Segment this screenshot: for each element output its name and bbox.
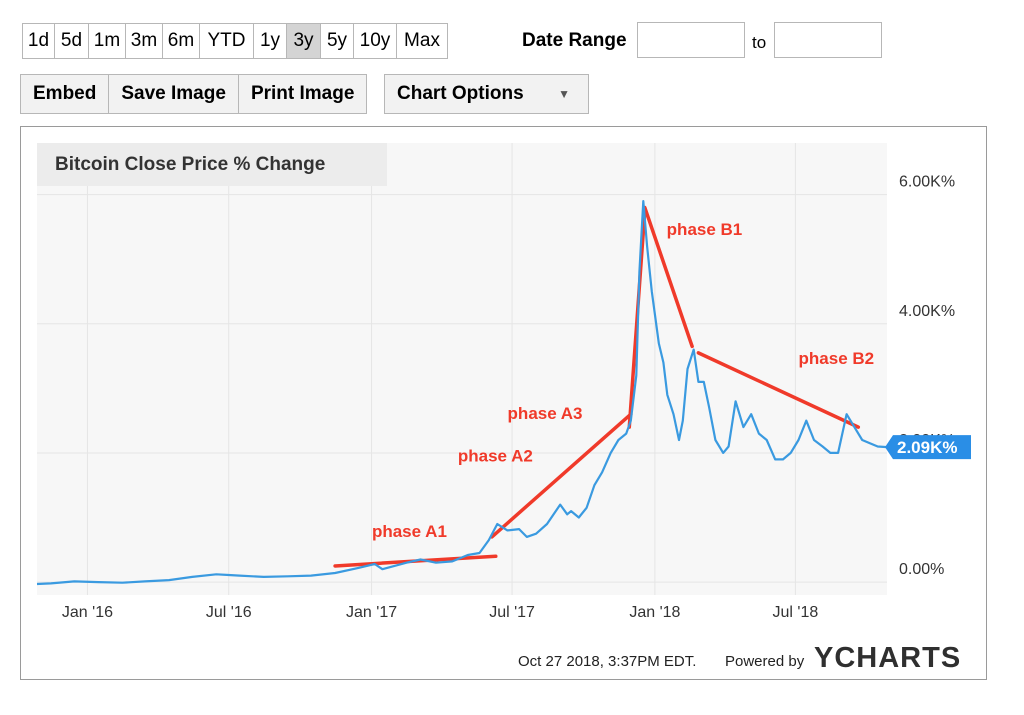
chart-svg: Bitcoin Close Price % Change phase A1 pha… — [36, 143, 971, 674]
range-button-6m[interactable]: 6m — [162, 23, 200, 59]
y-tick-label: 6.00K% — [899, 174, 955, 191]
footer-powered-by: Powered by — [725, 653, 805, 670]
save-image-button[interactable]: Save Image — [108, 74, 239, 114]
range-button-ytd[interactable]: YTD — [199, 23, 254, 59]
range-button-3y[interactable]: 3y — [286, 23, 321, 59]
print-image-button[interactable]: Print Image — [237, 74, 368, 114]
chart-container: Bitcoin Close Price % Change phase A1 pha… — [20, 126, 987, 680]
chevron-down-icon: ▼ — [558, 87, 570, 101]
range-button-1m[interactable]: 1m — [88, 23, 126, 59]
range-button-10y[interactable]: 10y — [353, 23, 397, 59]
plot-background — [37, 143, 887, 595]
x-tick-label: Jan '16 — [62, 604, 113, 621]
last-value-label: 2.09K% — [897, 438, 957, 457]
annotation-line — [643, 205, 694, 349]
x-tick-label: Jul '17 — [489, 604, 535, 621]
range-button-1d[interactable]: 1d — [22, 23, 55, 59]
last-value-badge: 2.09K% — [885, 435, 971, 460]
annotation-label: phase A3 — [508, 404, 583, 423]
y-tick-label: 4.00K% — [899, 303, 955, 320]
embed-label: Embed — [33, 83, 97, 104]
range-button-5d[interactable]: 5d — [54, 23, 89, 59]
annotation-line — [696, 351, 861, 429]
chart-title: Bitcoin Close Price % Change — [55, 154, 325, 175]
annotation-line — [490, 412, 633, 539]
range-selector: 1d 5d 1m 3m 6m YTD 1y 3y 5y 10y Max — [22, 23, 448, 59]
embed-button[interactable]: Embed — [20, 74, 110, 114]
print-image-label: Print Image — [250, 83, 355, 104]
date-from-input[interactable] — [637, 22, 745, 58]
range-button-1y[interactable]: 1y — [253, 23, 287, 59]
x-tick-label: Jan '18 — [629, 604, 680, 621]
y-tick-label: 0.00% — [899, 561, 944, 578]
annotation-label: phase A1 — [372, 522, 447, 541]
range-button-5y[interactable]: 5y — [320, 23, 354, 59]
chart-options-label: Chart Options — [397, 83, 524, 104]
series-line — [36, 200, 888, 586]
annotation-label: phase A2 — [458, 447, 533, 466]
x-tick-label: Jul '18 — [773, 604, 819, 621]
date-range-label: Date Range — [522, 30, 627, 51]
save-image-label: Save Image — [121, 83, 226, 104]
annotation-label: phase B2 — [799, 349, 875, 368]
footer-timestamp: Oct 27 2018, 3:37PM EDT. — [518, 653, 696, 670]
chart-options-dropdown[interactable]: Chart Options ▼ — [384, 74, 589, 114]
range-button-3m[interactable]: 3m — [125, 23, 163, 59]
title-box — [37, 143, 387, 186]
range-button-max[interactable]: Max — [396, 23, 448, 59]
x-tick-label: Jan '17 — [346, 604, 397, 621]
x-tick-label: Jul '16 — [206, 604, 252, 621]
annotation-label: phase B1 — [667, 220, 743, 239]
ycharts-logo[interactable]: YCHARTS — [814, 642, 961, 674]
toolbar: Embed Save Image Print Image — [20, 74, 368, 114]
date-to-label: to — [752, 33, 767, 52]
date-to-input[interactable] — [774, 22, 882, 58]
